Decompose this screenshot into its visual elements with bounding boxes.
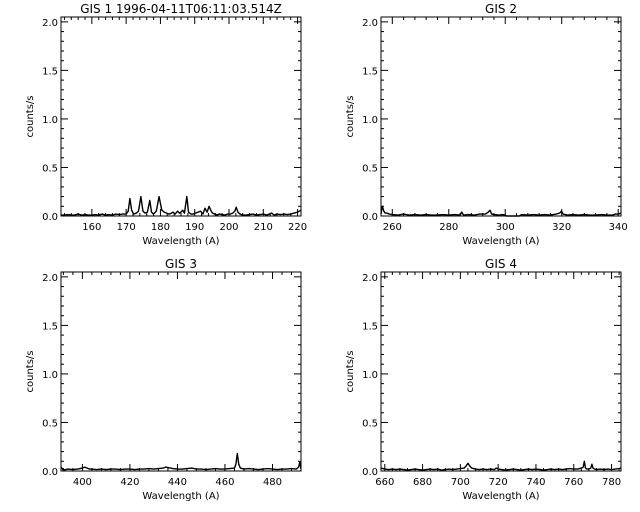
x-tick-label: 680 <box>413 477 432 488</box>
x-tick-label: 660 <box>375 477 394 488</box>
y-tick-label: 2.0 <box>42 18 58 29</box>
x-tick-label: 170 <box>117 222 136 233</box>
x-tick-label: 220 <box>288 222 307 233</box>
x-tick-label: 260 <box>383 222 402 233</box>
x-tick-label: 400 <box>73 477 92 488</box>
panel-4: GIS 4 660 680 700 720 740 760 780 0.0 0.5 1.0 1.5 2.… <box>345 257 622 502</box>
y-tick-label: 2.0 <box>42 273 58 284</box>
x-axis-label: Wavelength (A) <box>462 236 539 247</box>
y-axis-label: counts/s <box>25 95 36 137</box>
x-tick-label: 320 <box>552 222 571 233</box>
plot-frame <box>380 271 622 472</box>
x-tick-label: 190 <box>185 222 204 233</box>
x-tick-label: 440 <box>168 477 187 488</box>
x-tick-label: 160 <box>82 222 101 233</box>
y-tick-label: 0.5 <box>42 418 58 429</box>
panel-title: GIS 4 <box>485 257 517 271</box>
data-line <box>61 195 302 216</box>
x-tick-label: 180 <box>151 222 170 233</box>
y-tick-label: 1.5 <box>362 66 378 77</box>
panel-title: GIS 2 <box>485 2 517 16</box>
panel-title: GIS 3 <box>165 257 197 271</box>
panel-3: GIS 3 400 420 440 460 480 0.0 0.5 1.0 1.5 2.0 Wavel… <box>25 257 302 502</box>
data-line <box>60 452 302 471</box>
x-tick-label: 420 <box>120 477 139 488</box>
x-axis-label: Wavelength (A) <box>462 491 539 502</box>
plot-frame <box>380 16 622 217</box>
y-tick-label: 2.0 <box>362 273 378 284</box>
y-tick-label: 0.0 <box>42 467 58 478</box>
x-tick-label: 460 <box>215 477 234 488</box>
x-tick-label: 280 <box>439 222 458 233</box>
y-tick-label: 1.0 <box>42 370 58 381</box>
x-tick-label: 480 <box>263 477 282 488</box>
x-axis-label: Wavelength (A) <box>142 236 219 247</box>
y-tick-label: 0.5 <box>42 163 58 174</box>
plot-frame <box>60 16 302 217</box>
panel-1: GIS 1 1996-04-11T06:11:03.514Z 160 170 180 1… <box>25 2 307 247</box>
x-tick-label: 740 <box>526 477 545 488</box>
y-tick-label: 1.0 <box>42 115 58 126</box>
x-tick-label: 780 <box>602 477 621 488</box>
y-axis-label: counts/s <box>25 350 36 392</box>
y-tick-label: 0.5 <box>362 163 378 174</box>
y-tick-label: 0.0 <box>362 212 378 223</box>
y-tick-label: 1.5 <box>42 66 58 77</box>
panel-2: GIS 2 260 280 300 320 340 0.0 0.5 1.0 1.5 2.0 Wavel… <box>345 2 628 247</box>
y-axis-label: counts/s <box>345 95 356 137</box>
x-tick-label: 720 <box>489 477 508 488</box>
x-axis-label: Wavelength (A) <box>142 491 219 502</box>
x-tick-label: 700 <box>451 477 470 488</box>
y-tick-label: 0.5 <box>362 418 378 429</box>
x-tick-label: 210 <box>254 222 273 233</box>
panel-title: GIS 1 1996-04-11T06:11:03.514Z <box>80 2 282 16</box>
y-tick-label: 1.0 <box>362 370 378 381</box>
plot-frame <box>60 271 302 472</box>
y-axis-label: counts/s <box>345 350 356 392</box>
x-tick-label: 760 <box>564 477 583 488</box>
y-tick-label: 2.0 <box>362 18 378 29</box>
x-tick-label: 200 <box>219 222 238 233</box>
data-line <box>380 460 622 471</box>
x-tick-label: 340 <box>609 222 628 233</box>
y-tick-label: 1.5 <box>42 321 58 332</box>
x-tick-label: 300 <box>496 222 515 233</box>
data-line <box>380 205 622 217</box>
y-tick-label: 0.0 <box>362 467 378 478</box>
y-tick-label: 1.5 <box>362 321 378 332</box>
y-tick-label: 1.0 <box>362 115 378 126</box>
y-tick-label: 0.0 <box>42 212 58 223</box>
